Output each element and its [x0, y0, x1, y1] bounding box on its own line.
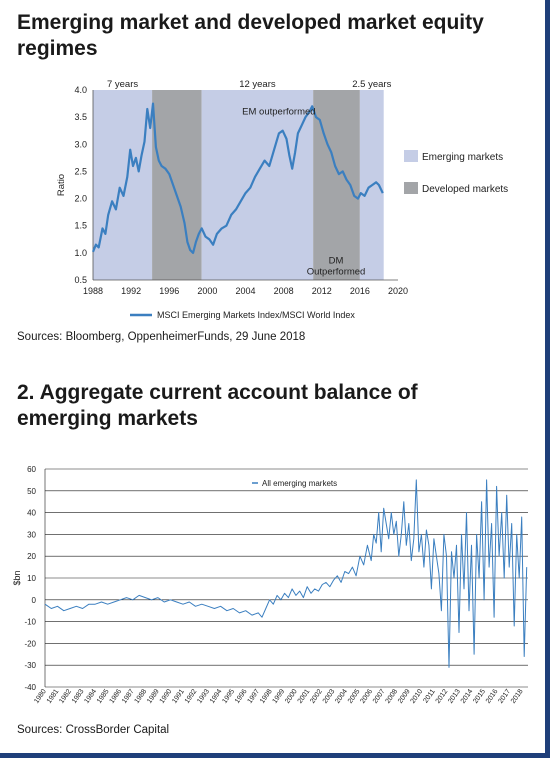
regime-legend-label: Emerging markets — [422, 152, 503, 163]
x-tick-label: 1992 — [121, 286, 141, 296]
x-tick-label: 1988 — [134, 688, 149, 705]
x-tick-label: 2008 — [384, 688, 399, 705]
x-tick-label: 2020 — [388, 286, 408, 296]
y-tick-label: 3.5 — [74, 112, 87, 122]
chart1-svg: 7 years 12 years 2.5 years 0.5 1.0 1.5 2.0 2.5 3… — [56, 79, 508, 320]
x-tick-label: 2017 — [497, 688, 512, 705]
x-tick-label: 1992 — [184, 688, 199, 705]
regime-band — [313, 90, 360, 280]
x-tick-label: 1995 — [221, 688, 236, 705]
annotation-label: DM — [329, 256, 344, 267]
x-tick-label: 1990 — [159, 688, 174, 705]
y-tick-label: -30 — [24, 661, 36, 670]
chart2-svg: -40-30-20-100102030405060198019811982198… — [12, 465, 528, 705]
x-tick-label: 2005 — [347, 688, 362, 705]
x-tick-label: 1988 — [83, 286, 103, 296]
y-tick-label: 2.0 — [74, 194, 87, 204]
x-tick-label: 2000 — [197, 286, 217, 296]
y-tick-label: 50 — [27, 487, 36, 496]
annotation-label: EM outperformed — [242, 106, 315, 117]
x-tick-label: 2002 — [309, 688, 324, 705]
x-tick-label: 2010 — [410, 688, 425, 705]
regime-band — [201, 90, 314, 280]
x-tick-label: 2016 — [350, 286, 370, 296]
x-tick-label: 2014 — [460, 688, 475, 705]
y-tick-label: 4.0 — [74, 85, 87, 95]
chart1-source: Sources: Bloomberg, OppenheimerFunds, 29… — [17, 331, 306, 343]
x-tick-label: 2015 — [472, 688, 487, 705]
y-tick-label: 20 — [27, 552, 36, 561]
y-tick-label: 1.5 — [74, 221, 87, 231]
frame-border-bottom — [0, 753, 550, 758]
y-tick-label: 1.0 — [74, 248, 87, 258]
x-tick-label: 2013 — [447, 688, 462, 705]
y-axis-title: $bn — [12, 570, 22, 585]
regime-label: 7 years — [107, 79, 138, 90]
x-tick-label: 1984 — [83, 688, 98, 705]
y-tick-label: 0 — [32, 596, 37, 605]
regime-legend-swatch — [404, 150, 418, 162]
x-tick-label: 2000 — [284, 688, 299, 705]
series-legend-label: MSCI Emerging Markets Index/MSCI World I… — [157, 310, 355, 320]
y-tick-label: -40 — [24, 683, 36, 692]
chart2-title: 2. Aggregate current account balance of … — [17, 381, 418, 430]
x-tick-label: 1983 — [71, 688, 86, 705]
x-tick-label: 2016 — [485, 688, 500, 705]
x-tick-label: 1999 — [272, 688, 287, 705]
series-line — [44, 479, 528, 668]
x-tick-label: 1994 — [209, 688, 224, 705]
regime-legend-label: Developed markets — [422, 184, 508, 195]
regime-legend-swatch — [404, 182, 418, 194]
chart2-source: Sources: CrossBorder Capital — [17, 724, 170, 736]
legend-label: All emerging markets — [262, 479, 337, 488]
y-tick-label: 2.5 — [74, 166, 87, 176]
x-tick-label: 2012 — [312, 286, 332, 296]
annotation-label: Outperformed — [307, 267, 366, 278]
x-tick-label: 1996 — [159, 286, 179, 296]
y-tick-label: -20 — [24, 639, 36, 648]
y-tick-label: -10 — [24, 618, 36, 627]
x-tick-label: 2001 — [297, 688, 312, 705]
y-tick-label: 60 — [27, 465, 36, 474]
x-tick-label: 2007 — [372, 688, 387, 705]
y-tick-label: 40 — [27, 509, 36, 518]
x-tick-label: 1982 — [58, 688, 73, 705]
y-axis-title: Ratio — [56, 174, 67, 196]
y-tick-label: 30 — [27, 530, 36, 539]
x-tick-label: 2008 — [274, 286, 294, 296]
y-tick-label: 10 — [27, 574, 36, 583]
series-line — [91, 102, 384, 254]
x-tick-label: 2004 — [235, 286, 255, 296]
y-tick-label: 3.0 — [74, 139, 87, 149]
x-tick-label: 1996 — [234, 688, 249, 705]
x-tick-label: 1985 — [96, 688, 111, 705]
regime-label: 12 years — [239, 79, 276, 90]
x-tick-label: 1998 — [259, 688, 274, 705]
x-tick-label: 2009 — [397, 688, 412, 705]
x-tick-label: 1987 — [121, 688, 136, 705]
x-tick-label: 1993 — [196, 688, 211, 705]
x-tick-label: 2003 — [322, 688, 337, 705]
frame-border-right — [545, 0, 550, 758]
y-tick-label: 0.5 — [74, 275, 87, 285]
x-tick-label: 1997 — [246, 688, 261, 705]
x-tick-label: 1989 — [146, 688, 161, 705]
regime-label: 2.5 years — [352, 79, 391, 90]
chart1-title: Emerging market and developed market equ… — [17, 11, 484, 60]
regime-band — [93, 90, 153, 280]
x-tick-label: 2004 — [334, 688, 349, 705]
x-tick-label: 2012 — [435, 688, 450, 705]
x-tick-label: 2018 — [510, 688, 525, 705]
x-tick-label: 2006 — [359, 688, 374, 705]
x-tick-label: 1986 — [108, 688, 123, 705]
x-tick-label: 1991 — [171, 688, 186, 705]
x-tick-label: 1981 — [46, 688, 61, 705]
